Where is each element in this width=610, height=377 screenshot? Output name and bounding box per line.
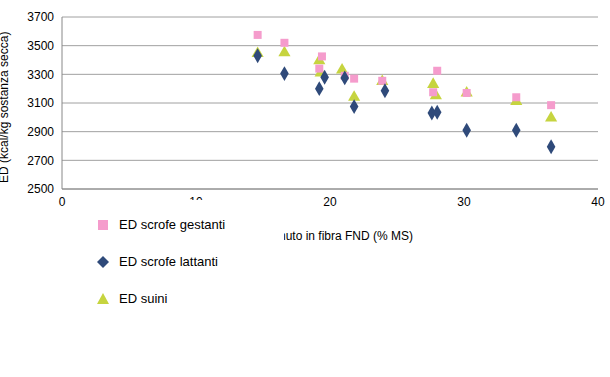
svg-text:ED (kcal/kg sostanza secca): ED (kcal/kg sostanza secca) [8,32,11,183]
svg-text:3100: 3100 [27,96,54,110]
svg-text:2500: 2500 [27,182,54,196]
html-text:ED suini: ED suini [119,291,168,306]
svg-text:20: 20 [323,195,337,209]
svg-text:3500: 3500 [27,39,54,53]
svg-text:3700: 3700 [27,10,54,24]
svg-text:Contenuto in fibra FND (% MS): Contenuto in fibra FND (% MS) [247,229,413,243]
html-text:ED scrofe lattanti: ED scrofe lattanti [119,254,218,269]
svg-text:3300: 3300 [27,68,54,82]
svg-text:40: 40 [591,195,602,209]
svg-text:0: 0 [59,195,66,209]
svg-text:30: 30 [457,195,471,209]
svg-text:2900: 2900 [27,125,54,139]
svg-text:2700: 2700 [27,154,54,168]
svg-text:10: 10 [189,195,203,209]
html-text:ED scrofe gestanti: ED scrofe gestanti [119,217,226,232]
